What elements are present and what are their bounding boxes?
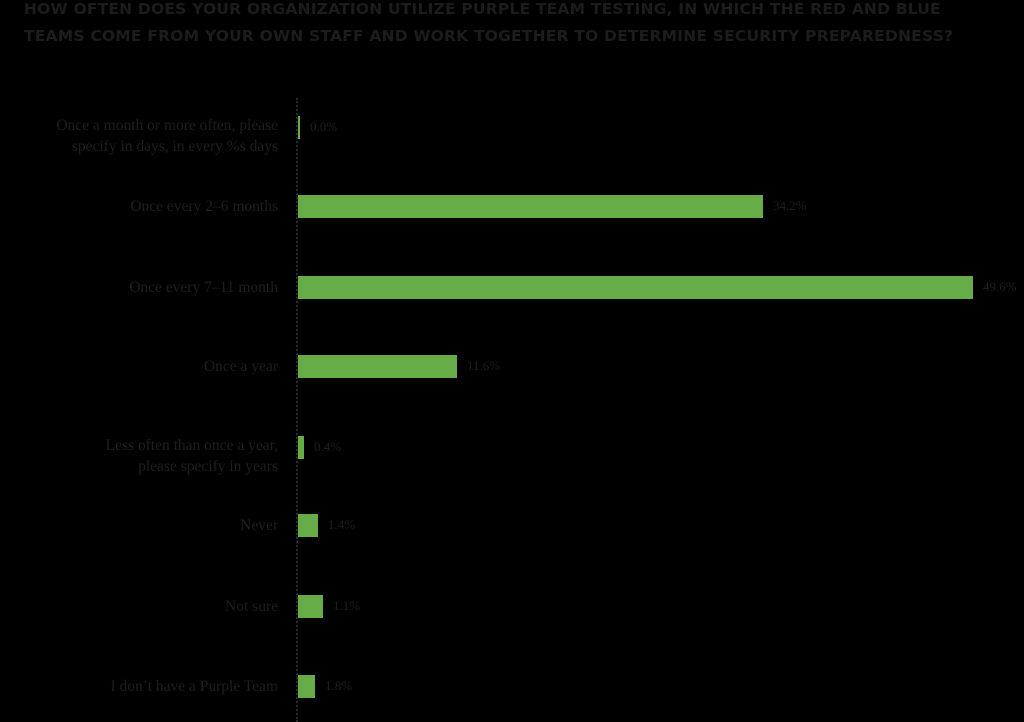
category-label-line: Less often than once a year, [105, 437, 278, 454]
bar [298, 436, 304, 459]
value-label: 1.4% [328, 517, 356, 532]
bar [298, 276, 973, 299]
value-label: 0.0% [310, 119, 338, 134]
chart-title-line-1: How often does your organization utilize… [24, 0, 941, 18]
category-label-line: Never [240, 517, 278, 534]
category-label: Once every 7–11 month [0, 277, 278, 298]
category-label-line: Once a month or more often, please [56, 117, 278, 134]
category-label-line: Once a year [203, 358, 278, 375]
bar-row: Never 1.4% [0, 514, 1024, 538]
bar [298, 514, 318, 537]
bar-row: Not sure 1.1% [0, 595, 1024, 619]
bar [298, 595, 323, 618]
bar-row: Less often than once a year, please speci… [0, 436, 1024, 475]
bar [298, 675, 315, 698]
category-label-line: please specify in years [138, 458, 278, 475]
category-label: I don’t have a Purple Team [0, 676, 278, 697]
bar-row: I don’t have a Purple Team 1.8% [0, 675, 1024, 699]
value-label: 49.6% [983, 279, 1017, 294]
bar-row: Once a month or more often, please specif… [0, 116, 1024, 155]
bar-row: Once every 2–6 months 34.2% [0, 195, 1024, 219]
bar-row: Once every 7–11 month 49.6% [0, 276, 1024, 300]
category-label: Never [0, 515, 278, 536]
value-label: 1.8% [325, 678, 353, 693]
value-label: 0.4% [314, 439, 342, 454]
bar [298, 116, 300, 139]
bar [298, 355, 457, 378]
bar [298, 195, 763, 218]
chart-title: How often does your organization utilize… [24, 0, 1024, 50]
y-axis-dotted-line [296, 98, 298, 722]
category-label: Less often than once a year, please speci… [0, 435, 278, 477]
category-label: Not sure [0, 596, 278, 617]
value-label: 11.6% [467, 358, 501, 373]
category-label-line: Not sure [225, 598, 278, 615]
value-label: 1.1% [333, 598, 361, 613]
category-label-line: Once every 2–6 months [130, 198, 278, 215]
category-label: Once a year [0, 356, 278, 377]
bar-row: Once a year 11.6% [0, 355, 1024, 379]
category-label: Once a month or more often, please specif… [0, 115, 278, 157]
category-label: Once every 2–6 months [0, 196, 278, 217]
chart-title-line-2: teams come from your own staff and work … [24, 27, 954, 45]
value-label: 34.2% [773, 198, 807, 213]
category-label-line: I don’t have a Purple Team [110, 678, 278, 695]
category-label-line: specify in days, in every %s days [71, 138, 278, 155]
category-label-line: Once every 7–11 month [129, 279, 278, 296]
